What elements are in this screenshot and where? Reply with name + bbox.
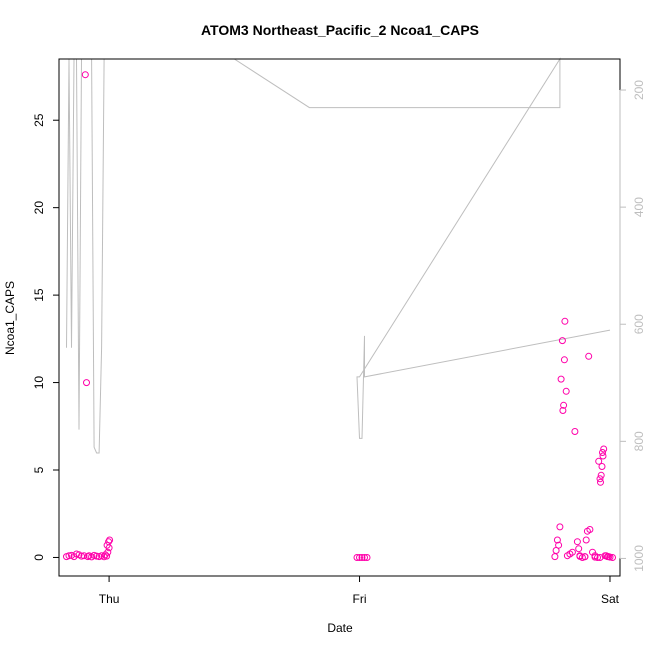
data-point [576, 552, 584, 560]
y-tick-label: 5 [32, 466, 46, 473]
data-point [573, 538, 581, 546]
y-axis: 0 5 10 15 20 25 [32, 113, 60, 561]
data-point [80, 552, 88, 560]
data-point [104, 548, 112, 556]
right-y-axis: 200 400 600 800 1000 [619, 80, 646, 572]
data-point [358, 554, 366, 561]
data-point [595, 457, 603, 465]
plot-frame [58, 58, 621, 577]
data-point [594, 554, 601, 561]
data-point [83, 379, 90, 387]
data-point [599, 452, 607, 460]
data-point [551, 553, 559, 561]
data-point [586, 526, 594, 533]
data-point [609, 554, 616, 561]
data-point [560, 356, 568, 364]
data-point [361, 554, 368, 561]
data-point [105, 538, 113, 546]
y-tick-label: 25 [32, 113, 46, 127]
x-tick-label: Fri [353, 592, 367, 606]
right-y-tick-label: 600 [632, 314, 646, 334]
data-point [103, 541, 111, 549]
data-point [598, 463, 606, 470]
depth-line [66, 57, 611, 454]
data-point [596, 475, 604, 483]
y-tick-label: 10 [32, 376, 46, 390]
data-point [561, 317, 569, 325]
data-point [568, 548, 576, 556]
data-point [581, 553, 589, 561]
y-tick-label: 15 [32, 288, 46, 302]
data-point [597, 471, 605, 479]
data-point [81, 71, 89, 79]
data-point [582, 536, 590, 544]
data-point [555, 541, 563, 549]
data-point [103, 552, 111, 560]
data-point [65, 552, 73, 560]
right-y-tick-label: 200 [632, 80, 646, 100]
data-point [556, 523, 564, 531]
data-point [557, 375, 565, 383]
right-y-tick-label: 400 [632, 197, 646, 217]
y-axis-label: Ncoa1_CAPS [3, 281, 17, 355]
y-tick-label: 20 [32, 201, 46, 215]
data-point [353, 554, 361, 561]
data-point [585, 352, 593, 360]
data-point [84, 553, 92, 561]
data-point [93, 552, 101, 560]
points-layer [63, 71, 616, 561]
data-point [571, 428, 579, 435]
x-axis: Thu Fri Sat [99, 575, 620, 606]
data-point [559, 407, 567, 414]
x-axis-label: Date [327, 621, 353, 635]
x-tick-label: Thu [99, 592, 120, 606]
data-point [596, 554, 604, 561]
data-point [560, 401, 568, 409]
data-point [602, 552, 610, 560]
chart-title: ATOM3 Northeast_Pacific_2 Ncoa1_CAPS [201, 22, 479, 38]
data-point [363, 554, 371, 561]
data-point [553, 536, 561, 544]
data-point [600, 445, 608, 453]
data-point [575, 545, 583, 553]
x-tick-label: Sat [601, 592, 620, 606]
depth-line-layer [66, 57, 611, 454]
data-point [591, 553, 599, 561]
data-point [599, 449, 606, 456]
data-point [356, 554, 363, 561]
data-point [562, 387, 570, 395]
data-point [558, 337, 566, 345]
right-y-tick-label: 800 [632, 431, 646, 451]
right-y-tick-label: 1000 [632, 545, 646, 572]
data-point [597, 478, 604, 486]
y-tick-label: 0 [32, 554, 46, 561]
